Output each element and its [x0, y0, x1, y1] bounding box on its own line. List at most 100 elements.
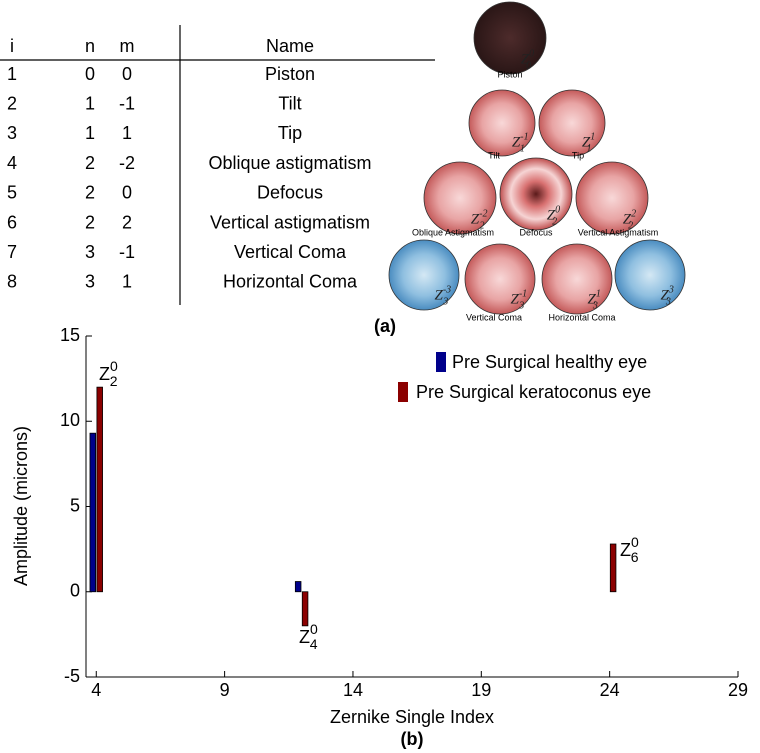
- zernike-disc: [464, 243, 536, 315]
- mode-label: Vertical Coma: [466, 312, 522, 322]
- zernike-disc: [499, 157, 573, 231]
- x-tick-label: 9: [220, 680, 230, 700]
- sub: 4: [310, 636, 318, 652]
- y-tick-label: 15: [60, 325, 80, 345]
- sub: 0: [526, 61, 531, 72]
- sub: 1: [587, 144, 592, 155]
- table-cell: -1: [119, 242, 135, 262]
- y-tick-label: 10: [60, 410, 80, 430]
- symbol: Z: [521, 52, 530, 68]
- zernike-disc: [614, 239, 686, 311]
- zernike-disc: [423, 161, 497, 235]
- symbol: Z: [511, 292, 520, 308]
- sub: 2: [479, 221, 484, 232]
- mode-label: Horizontal Coma: [548, 312, 615, 322]
- table-cell: 1: [122, 272, 132, 292]
- table-cell: 1: [85, 123, 95, 143]
- sub: 3: [518, 301, 524, 312]
- table-cell: Oblique astigmatism: [208, 153, 371, 173]
- table-cell: Vertical astigmatism: [210, 212, 370, 232]
- y-tick-label: -5: [64, 666, 80, 686]
- table-cell: 2: [85, 183, 95, 203]
- table-cell: 3: [85, 272, 95, 292]
- sup: -2: [479, 209, 487, 220]
- sup: 0: [310, 621, 318, 637]
- legend-swatch: [398, 382, 408, 402]
- zernike-symbol: Z1 1: [582, 132, 595, 155]
- x-tick-label: 29: [728, 680, 748, 700]
- sup: 2: [631, 209, 636, 220]
- zernike-symbol: Z3 3: [661, 285, 674, 308]
- annotation: Z0 2: [99, 358, 118, 389]
- legend-label: Pre Surgical healthy eye: [452, 352, 647, 372]
- table-cell: Tilt: [278, 93, 301, 113]
- table-header-cell: i: [10, 36, 14, 56]
- symbol: Z: [623, 212, 632, 228]
- table-header-cell: Name: [266, 36, 314, 56]
- sub: 3: [665, 297, 671, 308]
- mode-label: Oblique Astigmatism: [412, 227, 494, 237]
- sup: 0: [555, 205, 560, 216]
- table-cell: 0: [122, 183, 132, 203]
- mode-label: Defocus: [519, 227, 553, 237]
- legend-label: Pre Surgical keratoconus eye: [416, 382, 651, 402]
- table-cell: 0: [85, 64, 95, 84]
- table-cell: 3: [7, 123, 17, 143]
- zernike-disc: [388, 239, 460, 311]
- table: i n m Name 1 0 0 Piston 2 1 -1 Tilt 3 1 1 Tip 4 2 -2 Obliqu…: [7, 36, 372, 292]
- mode-label: Vertical Astigmatism: [578, 227, 659, 237]
- table-cell: Defocus: [257, 183, 323, 203]
- sup: -1: [520, 132, 528, 143]
- table-header-cell: m: [120, 36, 135, 56]
- annotation: Z0 6: [620, 534, 639, 565]
- zernike-disc: [575, 161, 649, 235]
- sup: 0: [631, 534, 639, 550]
- table-cell: 2: [85, 212, 95, 232]
- sub: 1: [520, 144, 525, 155]
- zernike-disc: [538, 89, 606, 157]
- zernike-symbol: Z1 3: [588, 289, 601, 312]
- mode-label: Piston: [497, 69, 522, 79]
- sub: 3: [592, 301, 598, 312]
- zernike-symbol: Z0 2: [547, 205, 560, 228]
- symbol: Z: [512, 135, 521, 151]
- table-cell: 1: [85, 93, 95, 113]
- symbol: Z: [661, 288, 670, 304]
- table-cell: 3: [85, 242, 95, 262]
- sup: 0: [529, 49, 534, 60]
- table-cell: 2: [122, 212, 132, 232]
- table-cell: 6: [7, 212, 17, 232]
- zernike-disc: [473, 1, 547, 75]
- sub: 3: [442, 297, 448, 308]
- table-cell: -2: [119, 153, 135, 173]
- table-cell: 5: [7, 183, 17, 203]
- sup: 1: [590, 132, 594, 143]
- sup: 1: [596, 289, 601, 300]
- zernike-disc: [468, 89, 536, 157]
- table-cell: -1: [119, 93, 135, 113]
- legend-swatch: [436, 352, 446, 372]
- x-tick-label: 4: [91, 680, 101, 700]
- symbol: Z: [99, 364, 110, 384]
- y-tick-label: 0: [70, 581, 80, 601]
- zernike-symbol: Z-3 3: [435, 285, 452, 308]
- table-cell: 2: [85, 153, 95, 173]
- table-cell: Tip: [278, 123, 302, 143]
- table-cell: 0: [122, 64, 132, 84]
- zernike-symbol: Z0 0: [521, 49, 534, 72]
- sub: 2: [628, 221, 633, 232]
- table-cell: 4: [7, 153, 17, 173]
- annotation: Z0 4: [299, 621, 318, 652]
- table-header-cell: n: [85, 36, 95, 56]
- table-cell: 2: [7, 93, 17, 113]
- zernike-symbol: Z-1 1: [512, 132, 528, 155]
- table-cell: 7: [7, 242, 17, 262]
- bar: [301, 591, 309, 627]
- symbol: Z: [299, 627, 310, 647]
- x-tick-label: 14: [343, 680, 363, 700]
- symbol: Z: [588, 292, 597, 308]
- table-cell: 8: [7, 272, 17, 292]
- table-cell: Piston: [265, 64, 315, 84]
